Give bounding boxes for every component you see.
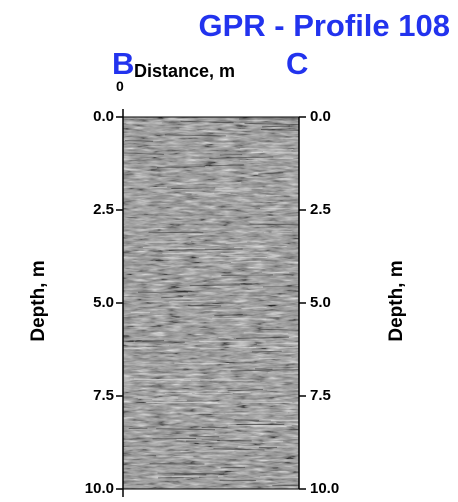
reflector-streak — [262, 150, 292, 152]
reflector-streak — [262, 440, 284, 443]
y-tick-label-left: 5.0 — [93, 294, 114, 311]
y-tick-label-left: 2.5 — [93, 201, 114, 218]
reflector-streak — [259, 476, 299, 479]
reflector-streak — [259, 207, 299, 210]
profile-end-label: C — [286, 46, 309, 81]
reflector-streak — [227, 389, 263, 392]
reflector-streak — [200, 346, 257, 350]
reflector-streak — [217, 391, 251, 394]
reflector-streak — [176, 438, 218, 442]
reflector-streak — [185, 191, 215, 194]
reflector-streak — [267, 389, 299, 391]
reflector-streak — [145, 241, 191, 243]
reflector-streak — [143, 247, 205, 250]
reflector-streak — [152, 399, 187, 401]
reflector-streak — [189, 284, 240, 287]
reflector-streak — [268, 372, 299, 374]
reflector-streak — [214, 313, 243, 317]
reflector-streak — [157, 472, 225, 475]
reflector-streak — [221, 274, 273, 277]
reflector-streak — [258, 328, 299, 331]
reflector-streak — [241, 401, 293, 404]
reflector-streak — [201, 439, 252, 442]
y-tick-label-left: 0.0 — [93, 108, 114, 125]
reflector-streak — [258, 172, 284, 175]
reflector-streak — [156, 428, 216, 431]
reflector-streak — [225, 241, 248, 244]
reflector-streak — [149, 186, 168, 189]
y-axis-label-right: Depth, m — [386, 260, 407, 342]
reflector-streak — [244, 122, 299, 126]
reflector-streak — [157, 166, 206, 169]
reflector-streak — [258, 357, 292, 360]
reflector-streak — [171, 475, 224, 478]
y-tick-label-right: 5.0 — [310, 294, 331, 311]
reflector-streak — [123, 152, 164, 155]
reflector-streak — [171, 187, 216, 190]
reflector-streak — [169, 300, 216, 303]
reflector-streak — [208, 164, 244, 167]
reflector-streak — [230, 369, 299, 372]
reflector-streak — [164, 134, 226, 137]
reflector-streak — [142, 340, 165, 342]
reflector-streak — [236, 336, 289, 339]
y-tick-label-left: 7.5 — [93, 387, 114, 404]
reflector-streak — [272, 484, 299, 487]
profile-start-label: B — [112, 46, 135, 81]
x-tick-0: 0 — [116, 78, 124, 94]
reflector-streak — [211, 379, 261, 382]
reflector-streak — [234, 246, 287, 248]
reflector-streak — [262, 125, 291, 128]
y-axis-label-left: Depth, m — [28, 260, 49, 342]
reflector-streak — [266, 195, 299, 197]
reflector-streak — [209, 156, 274, 159]
reflector-streak — [124, 140, 154, 142]
reflector-streak — [250, 425, 287, 428]
reflector-streak — [191, 193, 231, 195]
reflector-streak — [213, 422, 277, 425]
reflector-streak — [212, 317, 267, 320]
reflector-streak — [189, 435, 220, 438]
reflector-streak — [260, 128, 299, 131]
reflector-streak — [134, 378, 184, 381]
reflector-streak — [256, 342, 299, 345]
chart-title: GPR - Profile 108 — [198, 8, 450, 43]
reflector-streak — [240, 159, 258, 162]
y-tick-label-right: 0.0 — [310, 108, 331, 125]
reflector-streak — [174, 473, 207, 476]
reflector-streak — [179, 128, 198, 131]
reflector-streak — [180, 120, 234, 124]
reflector-streak — [161, 296, 184, 299]
reflector-streak — [243, 332, 288, 334]
reflector-streak — [241, 307, 267, 309]
reflector-streak — [240, 147, 294, 150]
reflector-streak — [218, 336, 234, 340]
reflector-streak — [183, 476, 200, 479]
reflector-streak — [249, 223, 299, 226]
reflector-streak — [231, 260, 262, 263]
reflector-streak — [220, 466, 246, 469]
x-axis-label: Distance, m — [134, 61, 236, 81]
reflector-streak — [251, 350, 282, 353]
reflector-streak — [155, 455, 194, 458]
y-tick-label-right: 7.5 — [310, 387, 331, 404]
y-tick-label-right: 2.5 — [310, 201, 331, 218]
reflector-streak — [213, 448, 265, 451]
reflector-streak — [220, 252, 269, 254]
y-tick-label-left: 10.0 — [84, 480, 114, 497]
reflector-streak — [168, 248, 243, 251]
y-tick-label-right: 10.0 — [310, 480, 340, 497]
reflector-streak — [158, 476, 218, 479]
